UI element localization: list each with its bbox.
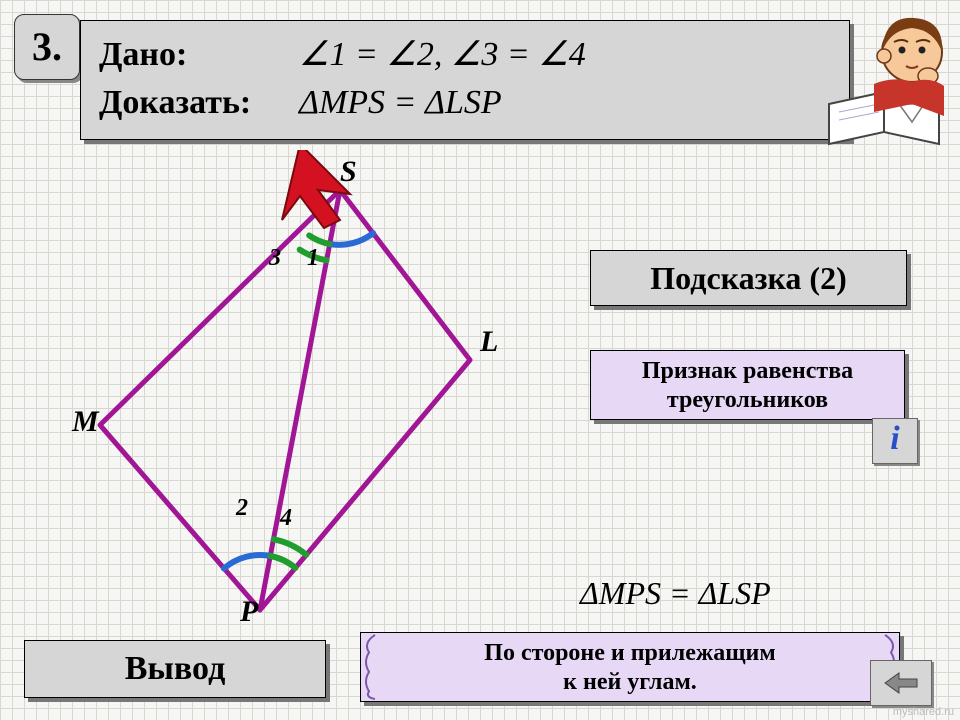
angle-2: 2 <box>236 495 248 522</box>
given-label: Дано: <box>99 31 299 79</box>
cartoon-boy-icon <box>824 4 956 154</box>
criterion-panel: Признак равенства треугольников <box>590 350 905 420</box>
criterion-line1: Признак равенства <box>591 357 904 386</box>
angle-3: 3 <box>269 245 281 272</box>
prove-label: Доказать: <box>99 79 299 127</box>
vertex-P: P <box>240 595 258 629</box>
slide-number-badge: 3. <box>14 14 80 80</box>
given-math: ∠1 = ∠2, ∠3 = ∠4 <box>299 31 586 79</box>
vertex-S: S <box>340 155 357 189</box>
vertex-L: L <box>480 325 498 359</box>
arrow-left-icon <box>881 669 921 697</box>
given-prove-panel: Дано: ∠1 = ∠2, ∠3 = ∠4 Доказать: ΔMPS = … <box>80 20 850 140</box>
reason-line2: к ней углам. <box>361 668 899 697</box>
angle-4: 4 <box>280 505 292 532</box>
slide-stage: 3. Дано: ∠1 = ∠2, ∠3 = ∠4 Доказать: ΔMPS… <box>0 0 960 720</box>
angle-1: 1 <box>307 245 319 272</box>
info-icon[interactable]: i <box>872 418 918 464</box>
vertex-M: M <box>72 405 99 439</box>
conclusion-equation: ΔMPS = ΔLSP <box>580 575 771 612</box>
prove-math: ΔMPS = ΔLSP <box>299 79 502 127</box>
hint-button[interactable]: Подсказка (2) <box>590 250 907 306</box>
criterion-line2: треугольников <box>591 386 904 415</box>
geometry-diagram <box>40 150 560 650</box>
watermark: myshared.ru <box>893 706 954 718</box>
nav-back-button[interactable] <box>870 660 932 706</box>
